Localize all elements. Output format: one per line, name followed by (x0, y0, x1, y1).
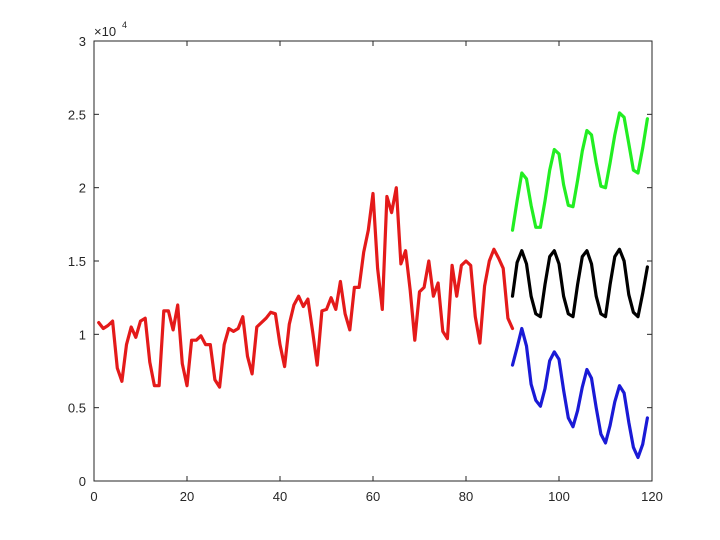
y-tick-label: 0 (79, 474, 86, 489)
x-tick-label: 40 (273, 489, 287, 504)
y-exponent-power: 4 (122, 20, 127, 30)
y-exponent-base: ×10 (94, 24, 116, 39)
series-line-forecast (510, 247, 650, 319)
x-tick-label: 60 (366, 489, 380, 504)
y-exponent-label: ×10 4 (94, 20, 127, 39)
series-line-observed (97, 186, 515, 389)
x-tick-label: 100 (548, 489, 570, 504)
y-tick-label: 0.5 (68, 401, 86, 416)
y-tick-label: 2 (79, 181, 86, 196)
x-tick-label: 80 (459, 489, 473, 504)
y-tick-label: 1 (79, 327, 86, 342)
y-tick-label: 2.5 (68, 107, 86, 122)
x-tick-label: 0 (90, 489, 97, 504)
y-tick-label: 1.5 (68, 254, 86, 269)
x-tick-label: 20 (180, 489, 194, 504)
series-line-lower (510, 326, 650, 460)
tick-layer: 0 20 40 60 80 100 120 0 0.5 1 1.5 2 2.5 3 (68, 34, 663, 504)
series-line-upper (510, 111, 650, 232)
x-tick-label: 120 (641, 489, 663, 504)
series-layer (97, 111, 650, 460)
y-tick-label: 3 (79, 34, 86, 49)
